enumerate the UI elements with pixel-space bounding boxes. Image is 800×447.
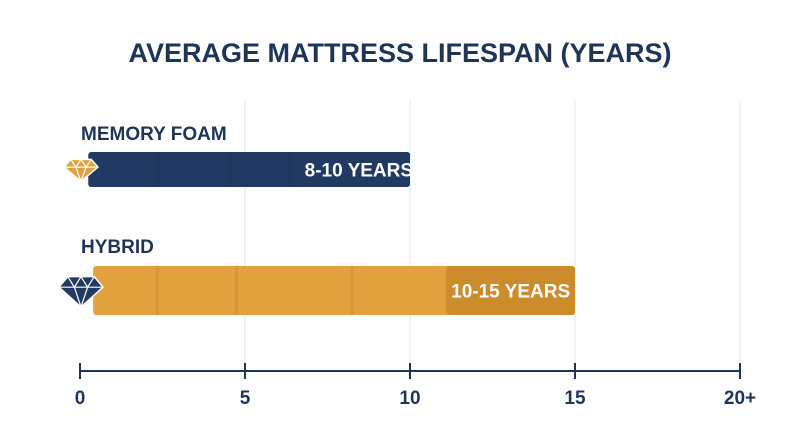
diamond-body xyxy=(58,275,104,308)
category-label: HYBRID xyxy=(81,237,154,258)
diamond-icon xyxy=(63,158,99,184)
bar-label-box xyxy=(307,152,410,187)
bar-segment-seam xyxy=(235,266,239,315)
diamond-body xyxy=(63,158,99,183)
x-tick-label: 0 xyxy=(75,388,86,409)
x-tick-label: 20+ xyxy=(724,388,756,409)
bar-segment-seam xyxy=(155,266,159,315)
bar-label-box xyxy=(446,266,575,315)
x-tick-label: 15 xyxy=(564,388,586,409)
x-axis: 0 5 10 15 20+ xyxy=(75,363,756,409)
diamond-facet xyxy=(70,158,92,169)
bar-segment-seam xyxy=(350,266,354,315)
category-label: MEMORY FOAM xyxy=(81,124,227,145)
diamond-facet xyxy=(75,166,87,184)
diamond-icon xyxy=(58,275,104,309)
diamond-facet xyxy=(67,275,95,289)
diamond-facet xyxy=(73,287,89,309)
bar-segment-seam xyxy=(228,152,232,187)
chart-title: AVERAGE MATTRESS LIFESPAN (YEARS) xyxy=(128,38,671,68)
bars: MEMORY FOAM 8-10 YEARS HYBRID 10-15 YEARS xyxy=(58,124,575,315)
x-tick-label: 10 xyxy=(399,388,420,409)
data-label: 8-10 YEARS xyxy=(305,161,413,182)
data-label: 10-15 YEARS xyxy=(451,282,570,303)
x-tick-label: 5 xyxy=(240,388,251,409)
gridlines xyxy=(244,100,741,371)
bar-segment-seam xyxy=(287,152,291,187)
bar-segment-seam xyxy=(155,152,159,187)
